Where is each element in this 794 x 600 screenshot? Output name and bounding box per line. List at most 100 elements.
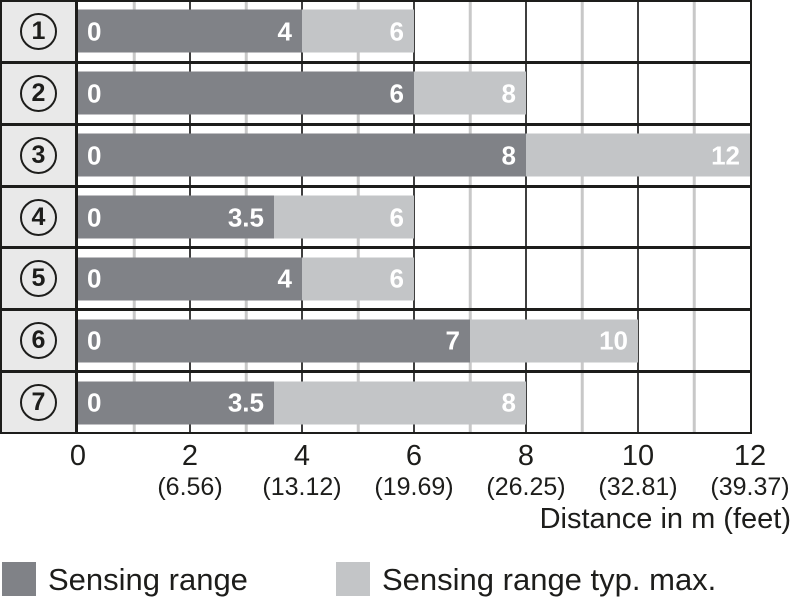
sensing-range-bar: 0 4 [78, 257, 302, 301]
x-tick-meters: 10 [621, 440, 655, 472]
row-label-cell: 3 [2, 125, 78, 185]
row-plot-area: 0 4 6 [78, 249, 750, 308]
row-number-circle: 4 [20, 198, 57, 236]
row-number: 1 [31, 16, 46, 45]
row-number-circle: 7 [20, 384, 57, 422]
x-tick-meters: 2 [181, 440, 199, 472]
typ-max-bar: 6 [302, 9, 414, 53]
x-tick-meters: 12 [733, 440, 767, 472]
x-tick: 12 (39.37) [710, 441, 789, 502]
bar-max-value: 10 [599, 325, 628, 356]
x-tick-meters: 4 [293, 440, 311, 472]
x-tick: 4 (13.12) [262, 441, 341, 502]
row-plot-area: 0 8 12 [78, 126, 750, 185]
row-number-circle: 6 [20, 322, 57, 360]
x-tick-feet: (26.25) [486, 473, 566, 502]
legend-swatch-dark [2, 562, 36, 596]
bar-max-value: 6 [389, 16, 404, 47]
bar-start-value: 0 [87, 325, 102, 356]
sensing-range-bar: 0 3.5 [78, 195, 274, 239]
major-gridline [525, 2, 527, 432]
row-label-cell: 1 [2, 2, 78, 61]
bar-end-value: 3.5 [227, 387, 264, 418]
x-tick: 2 (6.56) [157, 441, 222, 502]
sensing-range-bar: 0 4 [78, 9, 302, 53]
bar-end-value: 4 [277, 263, 292, 294]
x-tick-feet: (39.37) [710, 473, 790, 502]
x-tick: 10 (32.81) [598, 441, 677, 502]
bar-end-value: 6 [389, 78, 404, 109]
x-tick: 0 [70, 441, 86, 474]
row-label-cell: 2 [2, 63, 78, 123]
bar-end-value: 4 [277, 16, 292, 47]
minor-gridline [468, 2, 472, 432]
bar-start-value: 0 [87, 16, 102, 47]
sensing-range-bar: 0 6 [78, 71, 414, 115]
row-plot-area: 0 3.5 6 [78, 188, 750, 247]
legend-label: Sensing range typ. max. [382, 561, 717, 597]
bar-start-value: 0 [87, 202, 102, 232]
x-tick: 6 (19.69) [374, 441, 453, 502]
x-tick-feet: (13.12) [262, 473, 342, 502]
sensing-range-bar: 0 8 [78, 133, 526, 177]
legend-swatch-light [336, 562, 370, 596]
chart-row: 1 0 4 6 [2, 2, 750, 64]
row-plot-area: 0 4 6 [78, 2, 750, 61]
x-axis-title: Distance in m (feet) [539, 503, 791, 535]
typ-max-bar: 12 [526, 133, 750, 177]
row-number: 4 [31, 202, 46, 231]
bar-end-value: 7 [445, 325, 460, 356]
row-plot-area: 0 3.5 8 [78, 373, 750, 432]
row-plot-area: 0 7 10 [78, 311, 750, 370]
x-tick-feet: (32.81) [598, 473, 678, 502]
bar-end-value: 8 [501, 140, 516, 171]
typ-max-bar: 6 [274, 195, 414, 239]
bar-max-value: 12 [711, 140, 740, 171]
chart-frame: 1 0 4 6 2 0 [0, 0, 752, 434]
row-number: 2 [31, 78, 46, 107]
bar-max-value: 8 [501, 387, 516, 418]
x-tick-feet: (6.56) [157, 473, 223, 502]
minor-gridline [692, 2, 696, 432]
legend-label: Sensing range [48, 561, 248, 597]
x-tick-feet: (19.69) [374, 473, 454, 502]
x-tick-meters: 0 [69, 440, 87, 472]
chart-row: 6 0 7 10 [2, 311, 750, 374]
typ-max-bar: 6 [302, 257, 414, 301]
legend-item-typ-max: Sensing range typ. max. [336, 561, 716, 597]
x-tick-meters: 8 [517, 440, 535, 472]
row-number: 6 [31, 326, 46, 355]
row-number: 3 [31, 140, 46, 169]
row-label-cell: 4 [2, 187, 78, 247]
typ-max-bar: 10 [470, 319, 638, 363]
typ-max-bar: 8 [274, 381, 526, 425]
major-gridline [637, 2, 639, 432]
x-tick: 8 (26.25) [486, 441, 565, 502]
row-number: 5 [31, 264, 46, 293]
row-plot-area: 0 6 8 [78, 64, 750, 123]
row-number-circle: 5 [20, 260, 57, 298]
major-gridline [413, 2, 415, 432]
row-label-cell: 6 [2, 311, 78, 371]
chart-row: 4 0 3.5 6 [2, 187, 750, 250]
row-label-cell: 7 [2, 373, 78, 433]
x-axis: 0 2 (6.56) 4 (13.12) 6 (19.69) 8 (26.25)… [70, 441, 790, 505]
chart-row: 3 0 8 12 [2, 125, 750, 188]
bar-start-value: 0 [87, 78, 102, 109]
x-tick-meters: 6 [405, 440, 423, 472]
chart-row: 5 0 4 6 [2, 249, 750, 312]
row-number-circle: 3 [20, 136, 57, 174]
legend-item-sensing-range: Sensing range [2, 561, 248, 597]
bar-end-value: 3.5 [227, 202, 264, 232]
sensing-range-bar: 0 3.5 [78, 381, 274, 425]
bar-start-value: 0 [87, 140, 102, 171]
bar-max-value: 6 [389, 202, 404, 232]
row-number: 7 [31, 388, 46, 417]
row-label-cell: 5 [2, 249, 78, 309]
chart-row: 2 0 6 8 [2, 63, 750, 126]
bar-start-value: 0 [87, 263, 102, 294]
bar-start-value: 0 [87, 387, 102, 418]
chart-rows: 1 0 4 6 2 0 [2, 2, 750, 433]
sensing-range-bar: 0 7 [78, 319, 470, 363]
